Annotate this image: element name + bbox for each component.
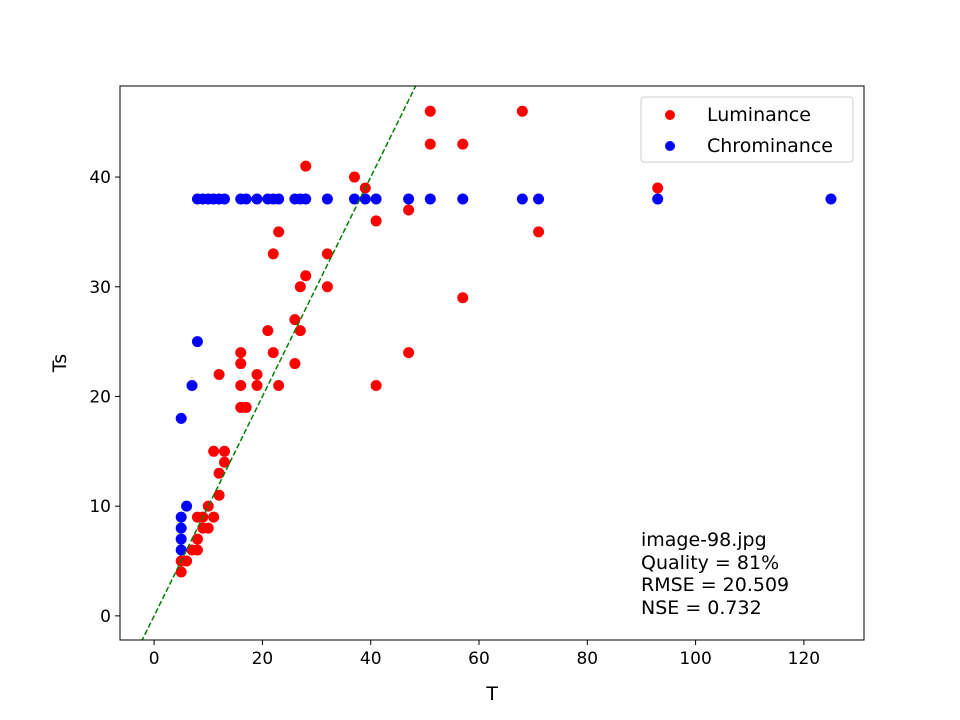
point-luminance [294, 281, 306, 293]
point-luminance [202, 500, 214, 512]
point-chrominance [424, 193, 436, 205]
point-luminance [235, 347, 247, 359]
point-chrominance [370, 193, 382, 205]
plot-frame [119, 85, 865, 641]
x-tick-label: 100 [679, 649, 711, 669]
y-axis-label: Ts [49, 354, 71, 373]
point-chrominance [219, 193, 231, 205]
point-luminance [457, 138, 469, 150]
x-tick-label: 80 [576, 649, 598, 669]
point-luminance [273, 379, 285, 391]
point-luminance [235, 358, 247, 370]
point-luminance [181, 555, 193, 567]
point-luminance [267, 248, 279, 260]
x-tick-label: 0 [149, 649, 160, 669]
point-luminance [175, 566, 187, 578]
x-tick-label: 60 [468, 649, 490, 669]
point-luminance [321, 248, 333, 260]
point-luminance [424, 105, 436, 117]
point-luminance [262, 325, 274, 337]
point-chrominance [181, 500, 193, 512]
point-luminance [267, 347, 279, 359]
point-luminance [208, 445, 220, 457]
annotation-rmse: RMSE = 20.509 [641, 574, 789, 596]
reference-line [141, 86, 417, 640]
point-luminance [403, 204, 415, 216]
point-luminance [219, 445, 231, 457]
legend: Luminance Chrominance [640, 96, 854, 163]
point-luminance [533, 226, 545, 238]
x-axis-label: T [485, 683, 498, 705]
point-chrominance [403, 193, 415, 205]
point-chrominance [516, 193, 528, 205]
plot-marks [141, 86, 837, 640]
point-luminance [516, 105, 528, 117]
point-luminance [300, 270, 312, 282]
annotation-box: image-98.jpg Quality = 81% RMSE = 20.509… [641, 529, 789, 619]
point-chrominance [300, 193, 312, 205]
legend-marker-luminance [665, 110, 675, 120]
point-luminance [273, 226, 285, 238]
y-tick-label: 30 [89, 278, 111, 298]
point-chrominance [348, 193, 360, 205]
point-chrominance [191, 336, 203, 348]
point-chrominance [175, 511, 187, 523]
point-chrominance [240, 193, 252, 205]
y-tick-label: 0 [100, 607, 111, 627]
x-tick-label: 120 [788, 649, 820, 669]
point-luminance [202, 522, 214, 534]
point-luminance [289, 314, 301, 326]
point-chrominance [251, 193, 263, 205]
point-luminance [213, 467, 225, 479]
legend-label-chrominance: Chrominance [707, 135, 833, 157]
annotation-nse: NSE = 0.732 [641, 597, 762, 619]
annotation-quality: Quality = 81% [641, 552, 779, 574]
point-luminance [370, 215, 382, 227]
point-chrominance [825, 193, 837, 205]
y-tick-label: 10 [89, 497, 111, 517]
point-luminance [235, 379, 247, 391]
axis-ticks: 0 20 40 60 80 100 120 0 10 20 30 40 [89, 168, 820, 669]
y-tick-label: 20 [89, 387, 111, 407]
point-luminance [208, 511, 220, 523]
point-chrominance [175, 533, 187, 545]
point-luminance [213, 489, 225, 501]
point-luminance [457, 292, 469, 304]
point-luminance [251, 369, 263, 381]
point-chrominance [175, 522, 187, 534]
point-luminance [652, 182, 664, 194]
point-luminance [348, 171, 360, 183]
y-tick-label: 40 [89, 168, 111, 188]
point-luminance [191, 544, 203, 556]
point-luminance [213, 369, 225, 381]
point-luminance [191, 533, 203, 545]
point-luminance [321, 281, 333, 293]
point-chrominance [175, 412, 187, 424]
point-luminance [300, 160, 312, 172]
annotation-filename: image-98.jpg [641, 529, 767, 551]
legend-marker-chrominance [665, 141, 675, 151]
point-luminance [219, 456, 231, 468]
point-luminance [424, 138, 436, 150]
point-luminance [294, 325, 306, 337]
x-tick-label: 40 [360, 649, 382, 669]
legend-frame [640, 96, 854, 163]
point-chrominance [533, 193, 545, 205]
point-chrominance [175, 544, 187, 556]
point-luminance [289, 358, 301, 370]
point-chrominance [321, 193, 333, 205]
point-chrominance [652, 193, 664, 205]
x-tick-label: 20 [252, 649, 274, 669]
point-chrominance [273, 193, 285, 205]
point-luminance [403, 347, 415, 359]
point-chrominance [186, 379, 198, 391]
point-chrominance [457, 193, 469, 205]
legend-label-luminance: Luminance [707, 104, 811, 126]
point-luminance [240, 401, 252, 413]
point-chrominance [359, 193, 371, 205]
point-luminance [370, 379, 382, 391]
point-luminance [251, 379, 263, 391]
